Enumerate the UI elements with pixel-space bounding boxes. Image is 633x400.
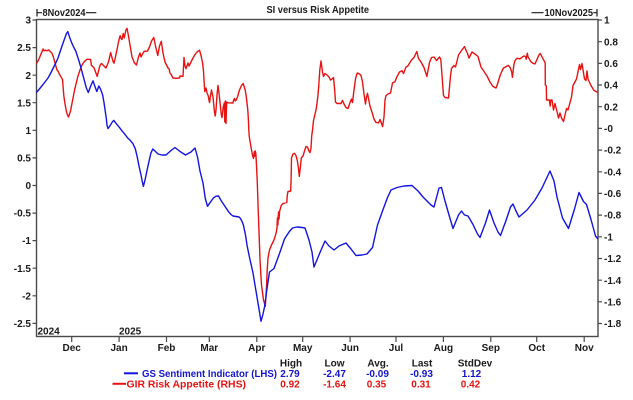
svg-text:0.42: 0.42 [461,380,481,391]
svg-text:-1.4: -1.4 [604,276,622,287]
svg-text:10Nov2025: 10Nov2025 [545,8,594,19]
svg-text:Jun: Jun [341,343,359,354]
svg-text:High: High [280,359,302,370]
svg-text:-0.5: -0.5 [14,209,32,220]
svg-text:StdDev: StdDev [458,359,493,370]
svg-text:8Nov2024: 8Nov2024 [43,8,86,19]
svg-text:0.2: 0.2 [604,102,618,113]
svg-text:3: 3 [25,16,31,27]
svg-text:0.6: 0.6 [604,59,618,70]
svg-text:2024: 2024 [38,327,61,338]
svg-text:GS Sentiment Indicator (LHS): GS Sentiment Indicator (LHS) [142,369,277,380]
svg-text:-1.2: -1.2 [604,254,622,265]
svg-text:-0.8: -0.8 [604,211,622,222]
svg-text:-0.4: -0.4 [604,167,622,178]
svg-text:2025: 2025 [119,327,142,338]
svg-text:0.31: 0.31 [411,380,431,391]
svg-text:2: 2 [25,71,31,82]
svg-text:-1: -1 [22,236,31,247]
svg-text:-1.8: -1.8 [604,319,622,330]
svg-text:Apr: Apr [248,343,265,354]
svg-text:Mar: Mar [200,343,218,354]
svg-text:Feb: Feb [158,343,176,354]
svg-text:-0.6: -0.6 [604,189,622,200]
svg-text:Last: Last [412,359,433,370]
svg-text:0.35: 0.35 [367,380,387,391]
svg-text:Oct: Oct [528,343,545,354]
svg-text:0.8: 0.8 [604,37,618,48]
svg-text:May: May [293,343,313,354]
svg-text:-0.2: -0.2 [604,146,622,157]
svg-text:Aug: Aug [434,343,453,354]
svg-text:-1.6: -1.6 [604,297,622,308]
svg-text:Avg.: Avg. [367,359,389,370]
svg-text:1.5: 1.5 [17,98,31,109]
svg-text:Nov: Nov [575,343,594,354]
svg-text:1: 1 [25,126,31,137]
svg-text:-1.64: -1.64 [323,380,346,391]
svg-text:Jul: Jul [389,343,404,354]
svg-text:-0.93: -0.93 [410,369,433,380]
svg-text:1.12: 1.12 [462,369,482,380]
svg-text:2.79: 2.79 [280,369,300,380]
svg-text:-1: -1 [604,232,613,243]
svg-text:1: 1 [604,16,610,27]
svg-text:Low: Low [325,359,345,370]
svg-text:-2.47: -2.47 [323,369,346,380]
svg-text:Sep: Sep [482,343,500,354]
svg-text:2.5: 2.5 [17,43,31,54]
svg-text:-0.09: -0.09 [366,369,389,380]
svg-text:-2: -2 [22,291,31,302]
svg-text:Dec: Dec [63,343,82,354]
svg-text:0.92: 0.92 [280,380,300,391]
svg-text:-1.5: -1.5 [14,264,32,275]
svg-text:0.5: 0.5 [17,154,31,165]
svg-text:Jan: Jan [110,343,127,354]
svg-text:GIR Risk Appetite (RHS): GIR Risk Appetite (RHS) [127,380,247,391]
svg-text:-2.5: -2.5 [14,319,32,330]
svg-text:0: 0 [25,181,31,192]
svg-text:SI versus Risk Appetite: SI versus Risk Appetite [267,4,370,16]
svg-text:0.4: 0.4 [604,81,618,92]
svg-text:-0: -0 [604,124,613,135]
